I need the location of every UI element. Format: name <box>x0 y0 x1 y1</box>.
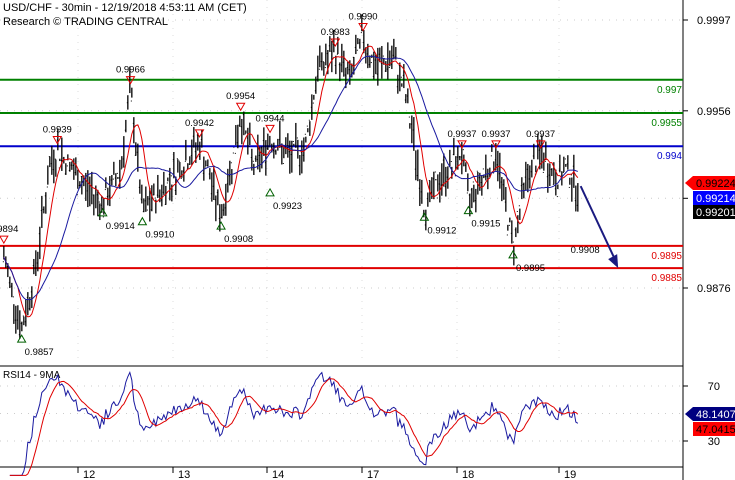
up-triangle-icon <box>463 205 474 215</box>
up-triangle-icon <box>97 207 108 217</box>
rsi-tick-label: 30 <box>708 436 720 448</box>
chart-source: Research © TRADING CENTRAL <box>3 16 168 28</box>
down-triangle-icon <box>491 140 501 149</box>
level-label: 0.994 <box>657 151 682 162</box>
rsi-line <box>9 371 579 476</box>
down-triangle-icon <box>125 76 136 85</box>
rsi-tick-label: 70 <box>708 381 720 393</box>
down-triangle-icon <box>194 129 205 138</box>
up-triangle-icon <box>137 216 148 226</box>
rsi-badge-label: 47.0415 <box>696 424 735 436</box>
down-triangle-icon <box>457 140 467 149</box>
down-triangle-icon <box>535 140 546 149</box>
rsi-ma-line <box>9 378 579 476</box>
down-triangle-icon <box>235 102 246 112</box>
down-triangle-icon <box>358 23 368 32</box>
rsi-badge <box>693 422 735 436</box>
low-label: 0.9895 <box>516 263 545 274</box>
low-label: 0.9908 <box>224 234 253 245</box>
high-label: 0.9937 <box>447 129 476 140</box>
high-label: 0.9966 <box>116 65 145 76</box>
x-tick-label: 12 <box>83 469 95 480</box>
high-label: 0.9939 <box>43 124 72 135</box>
up-triangle-icon <box>265 187 275 197</box>
arrow-head-icon <box>608 254 619 269</box>
high-label: 0.9983 <box>321 27 350 38</box>
price-label: 0.9908 <box>571 245 600 256</box>
y-tick-label: 0.9876 <box>697 283 731 295</box>
price-badge-label: 0.99214 <box>696 193 735 205</box>
price-badge <box>685 176 735 190</box>
y-tick-label: 0.9956 <box>697 106 731 118</box>
high-label: 0.9942 <box>185 118 214 129</box>
up-triangle-icon <box>508 249 518 259</box>
price-badge-label: 0.99224 <box>696 178 735 190</box>
low-label: 0.9910 <box>145 230 174 241</box>
level-label: 0.9885 <box>651 273 682 284</box>
high-label: 0.9990 <box>349 12 378 23</box>
x-tick-label: 17 <box>367 469 379 480</box>
low-label: 0.9914 <box>106 221 135 232</box>
high-label: 0.9937 <box>481 129 510 140</box>
high-label: 0.9937 <box>526 129 555 140</box>
chart-title: USD/CHF - 30min - 12/19/2018 4:53:11 AM … <box>3 2 247 14</box>
rsi-badge-label: 48.1407 <box>696 409 735 421</box>
forecast-arrow <box>579 185 618 263</box>
x-tick-label: 18 <box>462 469 474 480</box>
level-label: 0.9955 <box>651 118 682 129</box>
level-label: 0.9895 <box>651 251 682 262</box>
y-tick-label: 0.9997 <box>697 15 731 27</box>
low-label: 0.9915 <box>471 219 500 230</box>
x-tick-label: 14 <box>272 469 284 480</box>
high-label: 0.9954 <box>226 91 255 102</box>
low-label: 0.9923 <box>273 201 302 212</box>
ma-fast-line <box>3 45 579 318</box>
down-triangle-icon <box>52 135 63 145</box>
x-tick-label: 13 <box>178 469 190 480</box>
price-badge <box>693 191 735 205</box>
price-badge-label: 0.99201 <box>696 207 735 219</box>
down-triangle-icon <box>265 124 275 134</box>
high-label: 0.9894 <box>0 224 18 235</box>
level-label: 0.997 <box>657 85 682 96</box>
low-label: 0.9857 <box>25 347 54 358</box>
up-triangle-icon <box>216 221 226 230</box>
up-triangle-icon <box>16 334 27 343</box>
up-triangle-icon <box>419 212 430 221</box>
down-triangle-icon <box>330 38 341 48</box>
x-tick-label: 19 <box>564 469 576 480</box>
ma-slow-line <box>3 55 579 301</box>
down-triangle-icon <box>0 235 9 245</box>
high-label: 0.9944 <box>256 113 285 124</box>
rsi-badge <box>685 407 735 421</box>
rsi-title: RSI14 - 9MA <box>3 370 61 381</box>
low-label: 0.9912 <box>427 225 456 236</box>
price-badge <box>693 205 735 219</box>
